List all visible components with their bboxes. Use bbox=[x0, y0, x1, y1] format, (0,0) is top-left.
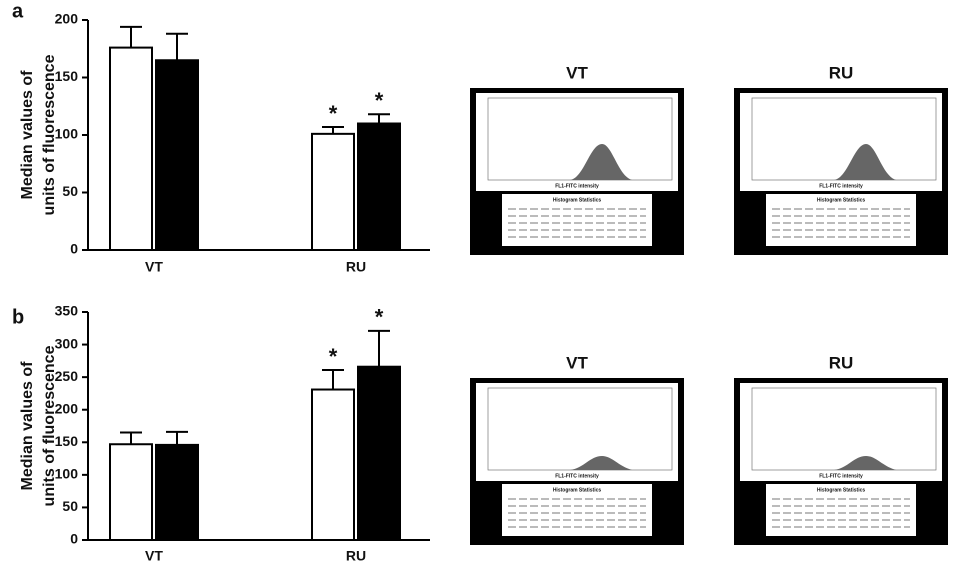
histogram-xlabel: FL1-FITC intensity bbox=[555, 183, 599, 189]
y-tick-label: 0 bbox=[70, 531, 78, 547]
significance-mark: * bbox=[329, 344, 338, 369]
significance-mark: * bbox=[329, 101, 338, 126]
y-axis-label: Median values of bbox=[19, 70, 36, 200]
bar bbox=[358, 367, 400, 540]
histogram-title: VT bbox=[566, 353, 588, 372]
y-tick-label: 100 bbox=[55, 126, 79, 142]
y-tick-label: 50 bbox=[62, 498, 78, 514]
x-tick-label: VT bbox=[145, 259, 163, 275]
x-tick-label: RU bbox=[346, 548, 366, 564]
y-tick-label: 250 bbox=[55, 368, 79, 384]
histogram-xlabel: FL1-FITC intensity bbox=[819, 183, 863, 189]
bar bbox=[156, 60, 198, 250]
significance-mark: * bbox=[375, 88, 384, 113]
y-tick-label: 200 bbox=[55, 400, 79, 416]
stats-title: Histogram Statistics bbox=[553, 487, 602, 493]
panel-label: b bbox=[12, 306, 24, 328]
stats-title: Histogram Statistics bbox=[817, 487, 866, 493]
histogram-plot bbox=[476, 383, 678, 481]
stats-title: Histogram Statistics bbox=[817, 197, 866, 203]
bar bbox=[110, 48, 152, 250]
y-tick-label: 50 bbox=[62, 183, 78, 199]
y-tick-label: 0 bbox=[70, 241, 78, 257]
y-tick-label: 150 bbox=[55, 433, 79, 449]
bar bbox=[312, 134, 354, 250]
bar bbox=[358, 124, 400, 251]
bar bbox=[110, 444, 152, 540]
x-tick-label: VT bbox=[145, 548, 163, 564]
histogram-xlabel: FL1-FITC intensity bbox=[555, 473, 599, 479]
y-tick-label: 200 bbox=[55, 11, 79, 27]
y-tick-label: 150 bbox=[55, 68, 79, 84]
significance-mark: * bbox=[375, 305, 384, 330]
figure: aMedian values ofunits of fluorescence05… bbox=[0, 0, 958, 564]
panel-label: a bbox=[12, 0, 24, 22]
x-tick-label: RU bbox=[346, 259, 366, 275]
histogram-xlabel: FL1-FITC intensity bbox=[819, 473, 863, 479]
bar bbox=[156, 445, 198, 540]
y-axis-label: Median values of bbox=[19, 361, 36, 491]
y-tick-label: 100 bbox=[55, 466, 79, 482]
histogram-title: RU bbox=[829, 63, 854, 82]
y-tick-label: 350 bbox=[55, 303, 79, 319]
bar bbox=[312, 390, 354, 540]
histogram-plot bbox=[740, 383, 942, 481]
stats-title: Histogram Statistics bbox=[553, 197, 602, 203]
y-tick-label: 300 bbox=[55, 335, 79, 351]
histogram-title: RU bbox=[829, 353, 854, 372]
histogram-title: VT bbox=[566, 63, 588, 82]
